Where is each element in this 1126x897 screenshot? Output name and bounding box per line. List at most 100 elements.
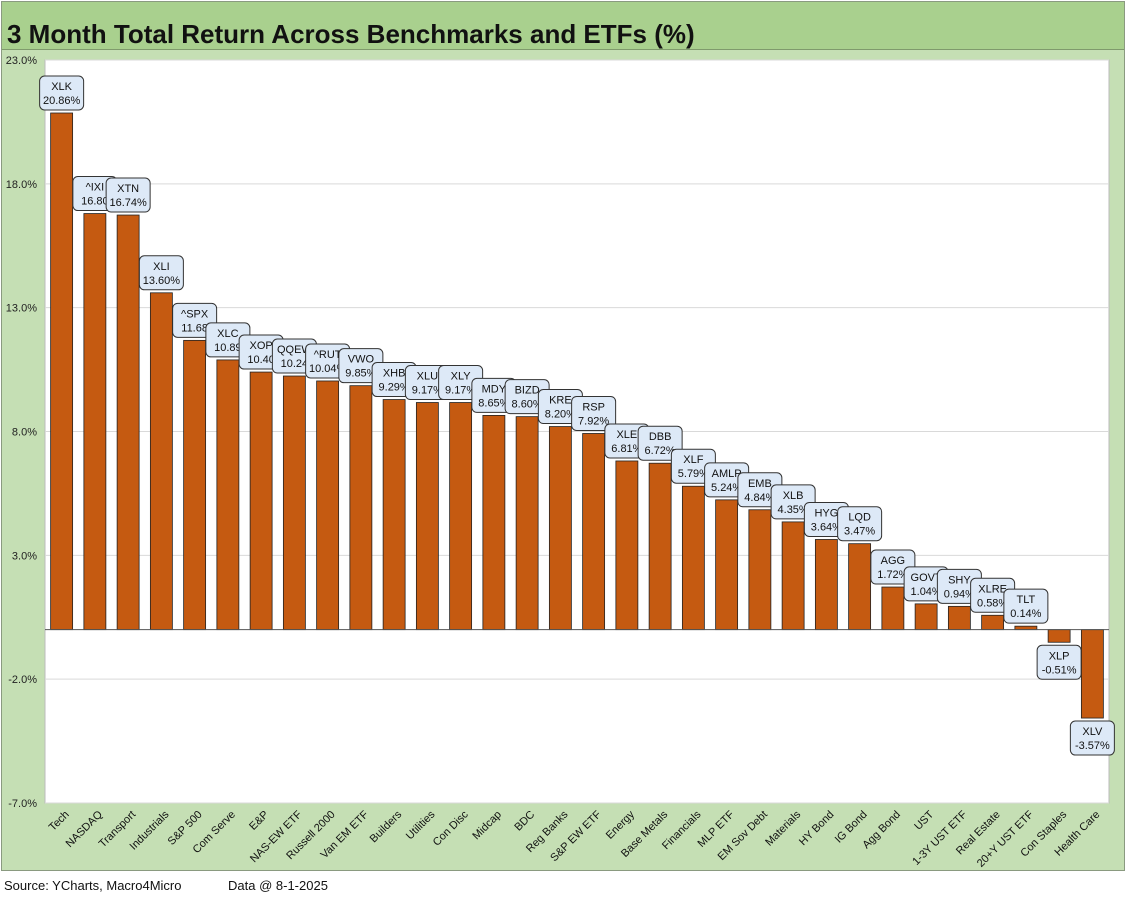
value-label: 13.60% xyxy=(143,275,181,287)
ticker-label: XLP xyxy=(1049,650,1070,662)
ticker-label: XLY xyxy=(451,371,472,383)
value-label: 20.86% xyxy=(43,95,81,107)
ticker-label: SHY xyxy=(948,574,971,586)
value-label: 5.79% xyxy=(678,468,709,480)
data-date-note: Data @ 8-1-2025 xyxy=(228,878,328,893)
bar xyxy=(947,605,971,631)
value-label: 10.24 xyxy=(281,358,309,370)
value-label: 8.65% xyxy=(478,397,509,409)
ticker-label: KRE xyxy=(549,395,572,407)
value-label: 8.20% xyxy=(545,409,576,421)
bar xyxy=(814,539,838,631)
ticker-label: XLI xyxy=(153,261,170,273)
y-tick-label: 18.0% xyxy=(6,179,37,191)
bar xyxy=(848,543,872,631)
ticker-label: HYG xyxy=(814,507,838,519)
bar xyxy=(415,402,439,631)
source-note: Source: YCharts, Macro4Micro xyxy=(4,878,182,893)
ticker-label: XLV xyxy=(1082,726,1103,738)
ticker-label: EMB xyxy=(748,478,772,490)
bar xyxy=(748,509,772,631)
bar xyxy=(781,521,805,631)
ticker-label: AMLP xyxy=(712,468,742,480)
bar xyxy=(981,614,1005,631)
ticker-label: TLT xyxy=(1017,594,1036,606)
value-label: 0.58% xyxy=(977,597,1008,609)
value-label: -3.57% xyxy=(1075,740,1110,752)
bar xyxy=(116,214,140,631)
bar xyxy=(316,380,340,631)
bar xyxy=(548,426,572,631)
ticker-label: XLF xyxy=(683,454,703,466)
bar xyxy=(615,460,639,631)
value-label: 11.68 xyxy=(181,322,208,334)
bar xyxy=(715,499,739,631)
ticker-callout-box xyxy=(837,506,883,542)
value-label: 8.60% xyxy=(512,399,543,411)
ticker-label: XLB xyxy=(783,490,804,502)
category-label: Midcap xyxy=(470,809,504,843)
y-tick-label: -2.0% xyxy=(8,674,37,686)
ticker-callout-box xyxy=(637,425,683,461)
value-label: 9.85% xyxy=(345,368,376,380)
value-label: 9.29% xyxy=(379,382,410,394)
ticker-label: XLK xyxy=(51,81,72,93)
y-tick-label: 8.0% xyxy=(12,427,37,439)
ticker-label: XLC xyxy=(217,328,238,340)
ticker-label: GOVT xyxy=(911,572,942,584)
value-label: 16.80 xyxy=(81,196,109,208)
bar xyxy=(482,415,506,631)
value-label: 3.47% xyxy=(844,526,875,538)
value-label: 4.35% xyxy=(778,504,809,516)
value-label: 9.17% xyxy=(445,385,476,397)
category-label: Con Disc xyxy=(431,808,471,848)
value-label: 5.24% xyxy=(711,482,742,494)
category-label: Materials xyxy=(763,808,803,848)
y-tick-label: 13.0% xyxy=(6,303,37,315)
bar xyxy=(50,112,74,631)
ticker-label: RSP xyxy=(582,401,605,413)
ticker-label: DBB xyxy=(649,431,672,443)
value-label: 10.89 xyxy=(214,342,242,354)
value-label: 0.14% xyxy=(1010,608,1041,620)
value-label: 6.81% xyxy=(611,443,642,455)
value-label: 10.40 xyxy=(247,354,275,366)
value-label: 3.64% xyxy=(811,521,842,533)
ticker-label: XTN xyxy=(117,183,139,195)
bar xyxy=(648,462,672,631)
bar xyxy=(382,399,406,631)
category-label: BDC xyxy=(512,809,537,834)
ticker-callout-box xyxy=(1069,720,1115,756)
chart-title: 3 Month Total Return Across Benchmarks a… xyxy=(7,19,695,49)
bar xyxy=(349,385,373,631)
ticker-callout-box xyxy=(571,395,617,431)
bar xyxy=(216,359,240,631)
ticker-callout-box xyxy=(39,75,85,111)
ticker-label: XHB xyxy=(383,368,406,380)
value-label: 1.72% xyxy=(877,569,908,581)
category-label: UST xyxy=(912,808,936,832)
bar xyxy=(83,213,107,631)
bar xyxy=(282,375,306,631)
value-label: 1.04% xyxy=(911,586,942,598)
bar xyxy=(582,433,606,631)
ticker-label: XLRE xyxy=(978,583,1007,595)
category-label: HY Bond xyxy=(797,809,836,848)
value-label: 6.72% xyxy=(645,445,676,457)
value-label: 0.94% xyxy=(944,588,975,600)
category-label: Builders xyxy=(368,808,405,845)
bar xyxy=(1080,629,1104,719)
value-label: 4.84% xyxy=(744,492,775,504)
ticker-label: XOP xyxy=(250,340,273,352)
value-label: 16.74% xyxy=(109,197,147,209)
bar xyxy=(1047,629,1071,643)
bar xyxy=(515,416,539,631)
bar xyxy=(1014,625,1038,631)
title-bar: 3 Month Total Return Across Benchmarks a… xyxy=(2,2,1124,50)
bar xyxy=(449,402,473,631)
value-label: -0.51% xyxy=(1042,664,1077,676)
ticker-label: AGG xyxy=(881,555,905,567)
y-tick-label: -7.0% xyxy=(8,798,37,810)
y-tick-label: 23.0% xyxy=(6,55,37,67)
bar xyxy=(881,586,905,631)
